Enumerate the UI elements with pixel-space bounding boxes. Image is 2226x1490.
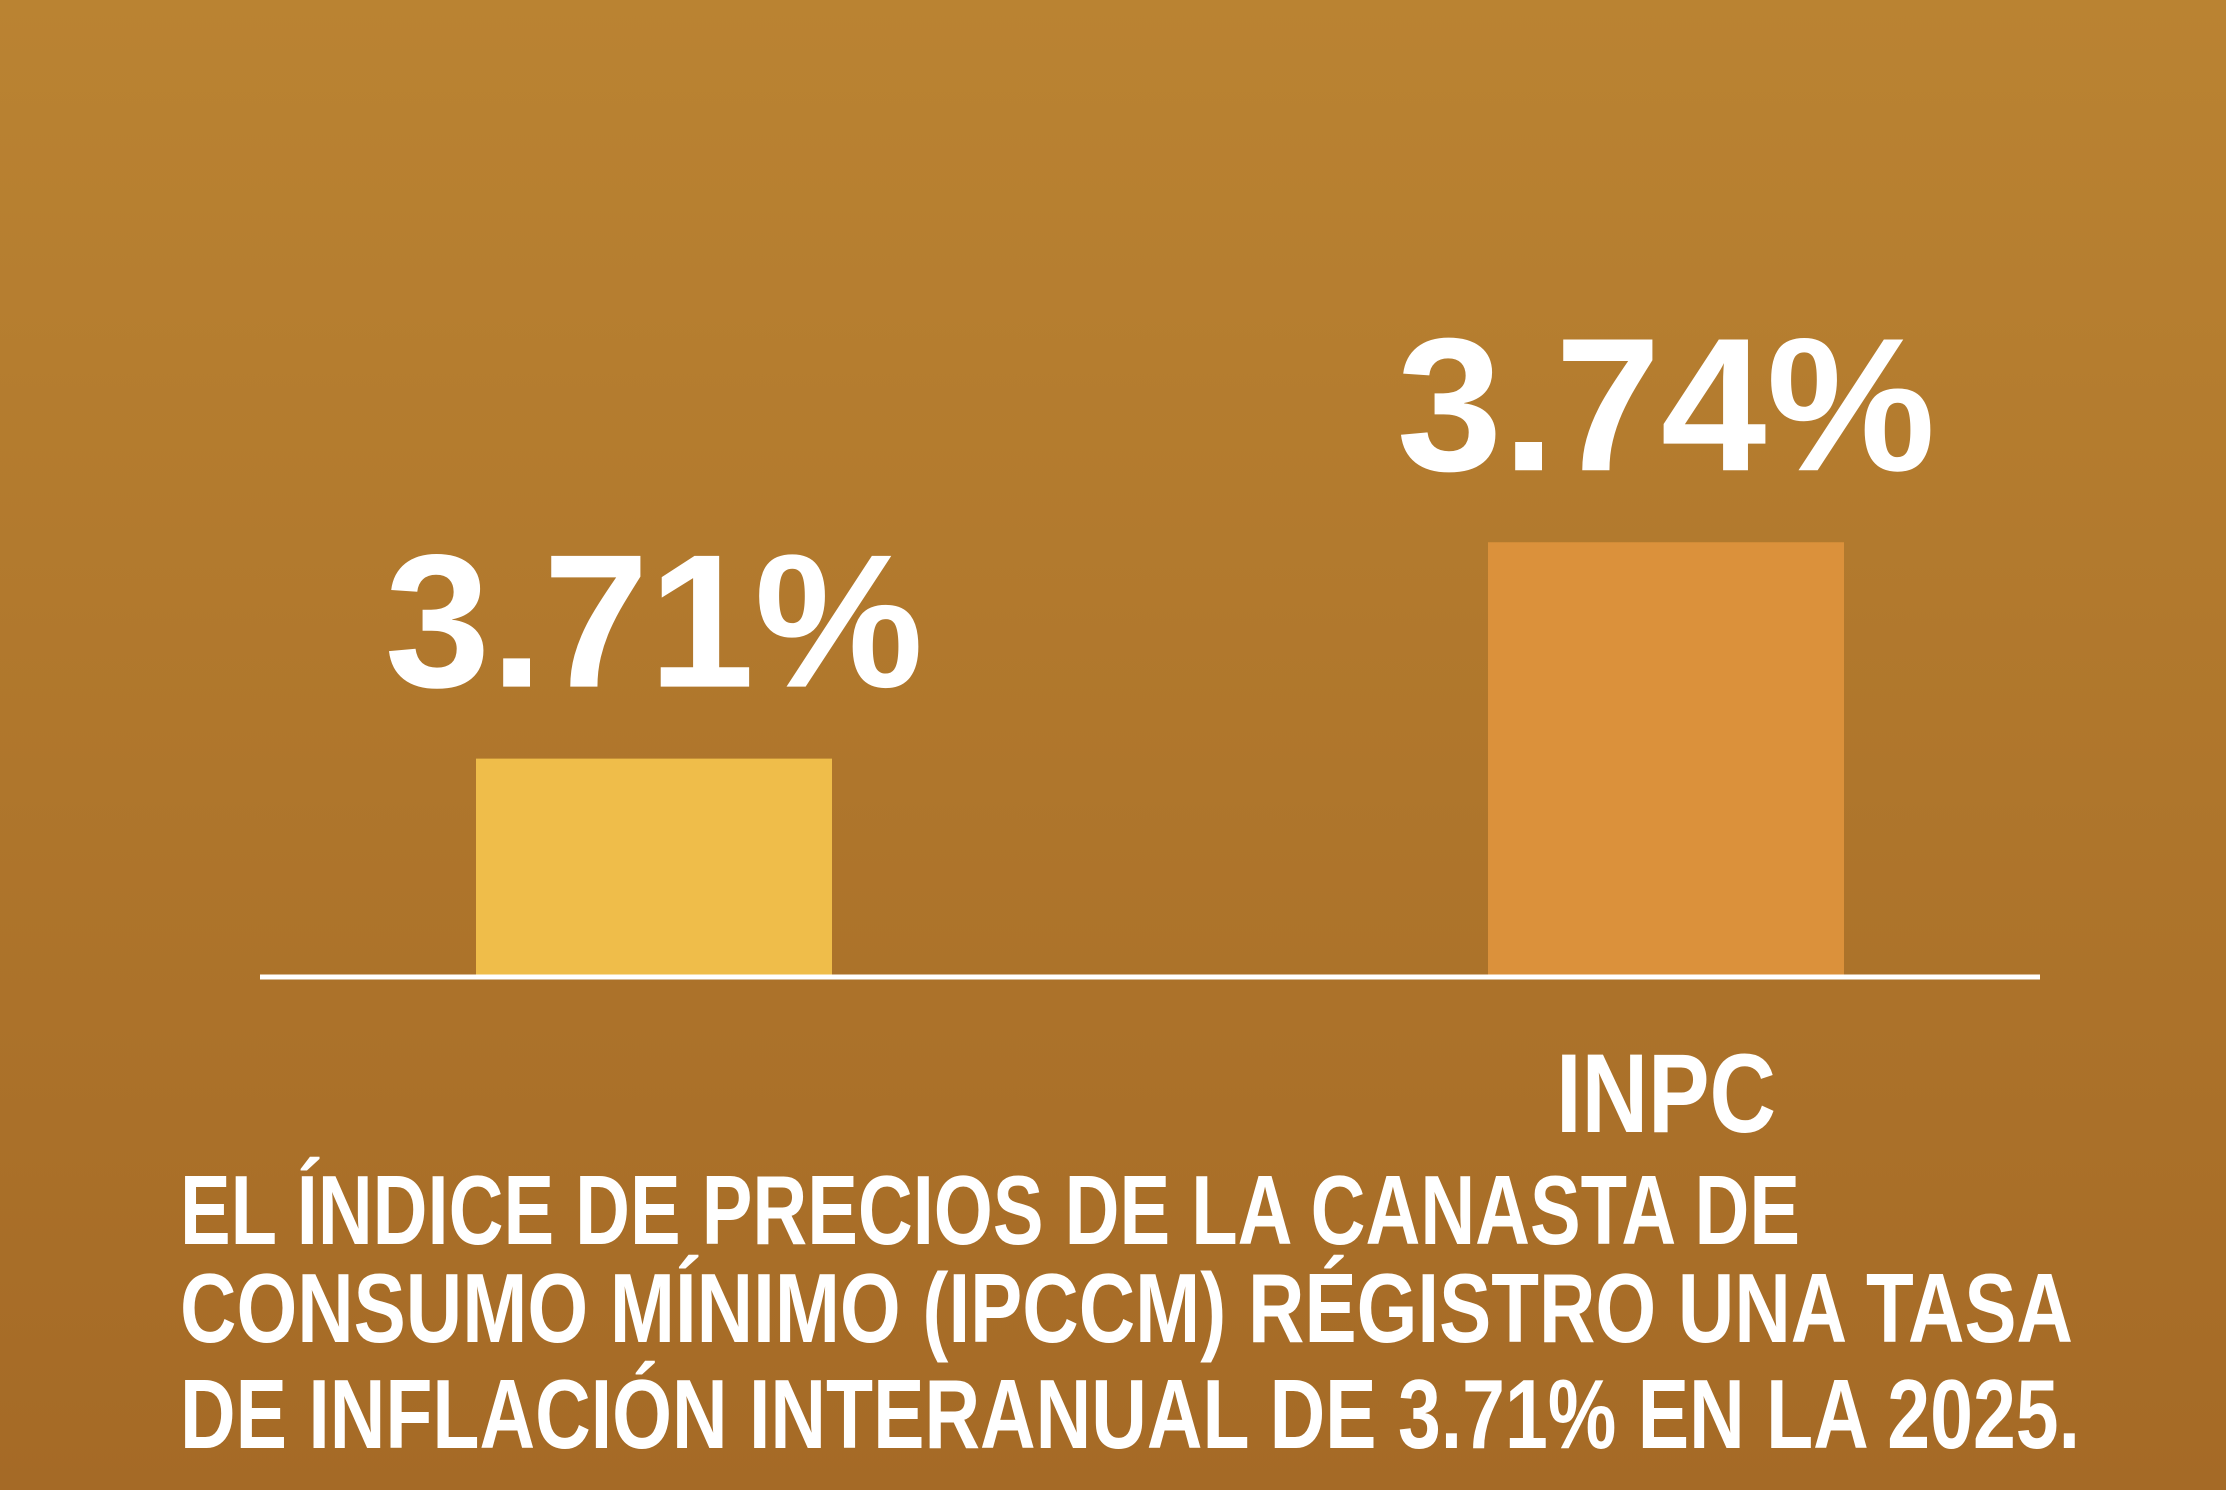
bar	[1488, 542, 1844, 975]
value-label: 3.74%	[1397, 299, 1936, 511]
value-label: 3.71%	[385, 516, 924, 728]
bar	[476, 758, 832, 975]
caption-line: DE INFLACIÓN INTERANUAL DE 3.71% EN LA 2…	[180, 1359, 2080, 1469]
category-label: INPC	[1556, 1031, 1776, 1156]
caption-line: EL ÍNDICE DE PRECIOS DE LA CANASTA DE	[180, 1155, 1800, 1265]
caption-line: CONSUMO MÍNIMO (IPCCM) RÉGISTRO UNA TASA	[180, 1253, 2073, 1363]
